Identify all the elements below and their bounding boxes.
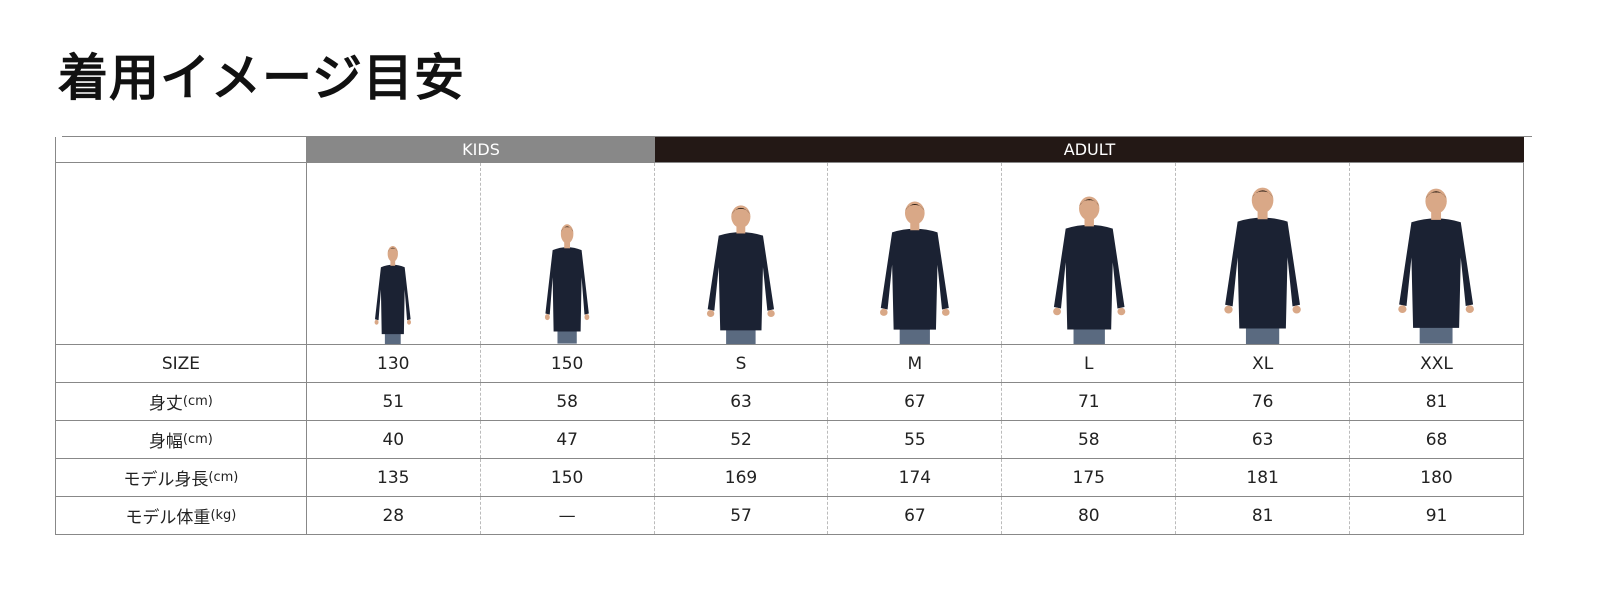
model-figure xyxy=(544,224,590,344)
table-cell: 80 xyxy=(1002,497,1177,534)
table-cell: 57 xyxy=(655,497,829,534)
table-cell: 169 xyxy=(655,459,829,496)
table-cell: 76 xyxy=(1176,383,1351,420)
table-row: モデル体重 (kg) 28—57 67 80 81 91 xyxy=(55,497,1524,535)
table-cell: 67 xyxy=(828,497,1003,534)
row-label-text: モデル身長 xyxy=(123,470,209,490)
model-figure xyxy=(1224,187,1301,344)
row-unit: (cm) xyxy=(182,432,213,447)
table-cell: 91 xyxy=(1350,497,1524,534)
table-cell: 67 xyxy=(828,383,1003,420)
model-photo-M xyxy=(828,163,1003,344)
table-cell: 150 xyxy=(481,345,655,382)
page-title: 着用イメージ目安 xyxy=(58,49,465,107)
model-figure xyxy=(1052,196,1125,344)
table-row: 身幅 (cm) 40 47 52 55 58 63 68 xyxy=(55,421,1524,459)
empty-header-cell xyxy=(55,137,307,162)
table-cell: 63 xyxy=(1176,421,1351,458)
row-label-text: モデル体重 xyxy=(125,508,211,528)
table-cell: L xyxy=(1002,345,1177,382)
row-label: 身幅 (cm) xyxy=(55,421,307,458)
model-photo-XXL xyxy=(1350,163,1524,344)
model-image-row xyxy=(55,163,1524,345)
table-cell: 135 xyxy=(307,459,481,496)
row-label: 身丈 (cm) xyxy=(55,383,307,420)
row-label-text: SIZE xyxy=(161,353,201,374)
table-cell: 130 xyxy=(307,345,481,382)
table-cell: — xyxy=(481,497,655,534)
table-cell: 58 xyxy=(1002,421,1177,458)
table-cell: 180 xyxy=(1350,459,1524,496)
table-cell: 47 xyxy=(481,421,655,458)
model-figure xyxy=(880,201,950,344)
table-cell: 81 xyxy=(1350,383,1524,420)
row-label-text: 身丈 xyxy=(148,394,183,414)
row-label: SIZE xyxy=(55,345,307,382)
row-unit: (kg) xyxy=(210,508,237,523)
row-label-text: 身幅 xyxy=(148,432,183,452)
table-cell: 174 xyxy=(828,459,1003,496)
model-photo-130 xyxy=(307,163,481,344)
table-cell: 40 xyxy=(307,421,481,458)
empty-image-label xyxy=(55,163,307,344)
table-cell: 63 xyxy=(655,383,829,420)
table-row: モデル身長 (cm) 135 150 169 174 175 181 180 xyxy=(55,459,1524,497)
model-photo-XL xyxy=(1176,163,1351,344)
model-figure xyxy=(707,205,775,344)
model-photo-S xyxy=(655,163,829,344)
table-cell: 71 xyxy=(1002,383,1177,420)
size-table: KIDS ADULT SIZE 130 150 S M L XL XXL 身丈 (cm) 51 58 6… xyxy=(55,137,1524,535)
row-unit: (cm) xyxy=(182,394,213,409)
table-row: SIZE 130 150 S M L XL XXL xyxy=(55,345,1524,383)
kids-header: KIDS xyxy=(307,137,655,162)
model-figure xyxy=(1398,188,1475,344)
model-photo-L xyxy=(1002,163,1177,344)
table-cell: 58 xyxy=(481,383,655,420)
adult-header: ADULT xyxy=(655,137,1524,162)
row-label: モデル身長 (cm) xyxy=(55,459,307,496)
model-photo-150 xyxy=(481,163,655,344)
group-header-row: KIDS ADULT xyxy=(55,137,1524,163)
row-unit: (cm) xyxy=(208,470,239,485)
table-cell: 52 xyxy=(655,421,829,458)
table-cell: 175 xyxy=(1002,459,1177,496)
table-row: 身丈 (cm) 51 58 63 67 71 76 81 xyxy=(55,383,1524,421)
table-cell: M xyxy=(828,345,1003,382)
table-cell: 68 xyxy=(1350,421,1524,458)
model-figure xyxy=(375,245,412,344)
table-cell: 28 xyxy=(307,497,481,534)
table-cell: XXL xyxy=(1350,345,1524,382)
row-label: モデル体重 (kg) xyxy=(55,497,307,534)
table-cell: 150 xyxy=(481,459,655,496)
table-cell: 55 xyxy=(828,421,1003,458)
divider xyxy=(62,136,1532,137)
table-cell: 81 xyxy=(1176,497,1351,534)
table-cell: XL xyxy=(1176,345,1351,382)
table-cell: 181 xyxy=(1176,459,1351,496)
table-cell: S xyxy=(655,345,829,382)
table-cell: 51 xyxy=(307,383,481,420)
